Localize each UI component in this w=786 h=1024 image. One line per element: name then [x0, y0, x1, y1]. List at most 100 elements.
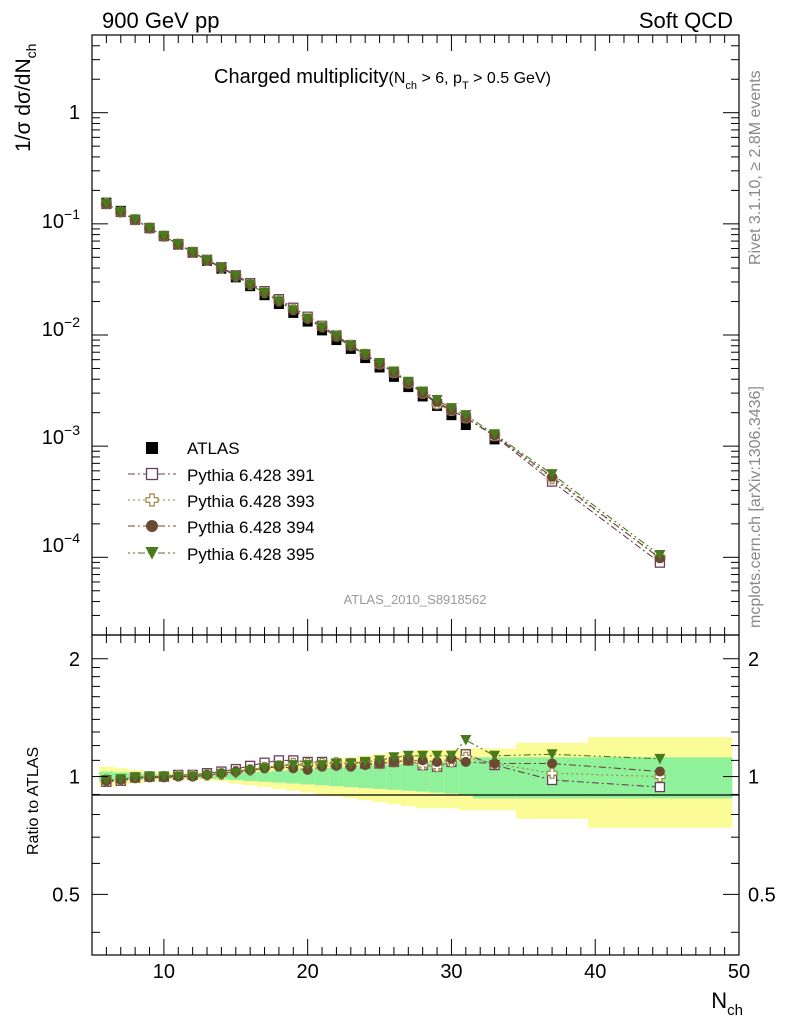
ratio-point-s4	[215, 769, 227, 781]
main-point-s4	[259, 287, 271, 299]
band-inner	[329, 767, 345, 787]
legend: ATLAS Pythia 6.428 391 Pythia 6.428 393 …	[128, 439, 315, 564]
ratio-ylabel: Ratio to ATLAS	[25, 747, 42, 855]
band-inner	[372, 765, 388, 789]
ratio-frame	[91, 634, 740, 956]
main-point-s4	[115, 206, 127, 218]
ratio-point-s4	[445, 750, 457, 762]
band-inner	[242, 772, 258, 781]
ratio-point-s4	[187, 771, 199, 783]
header-right: Soft QCD	[639, 8, 733, 33]
main-point-s4	[330, 331, 342, 342]
main-marks	[100, 197, 666, 568]
ratio-y-tick-labels: 0.5 0.5 1 1 2 2	[52, 649, 776, 907]
ratio-point-s4	[431, 750, 443, 762]
ratio-point-s4	[417, 750, 429, 762]
main-point-s4	[374, 357, 386, 369]
main-point-s4	[417, 386, 429, 398]
ratio-point-s3	[460, 756, 471, 767]
legend-marker-0	[146, 442, 158, 454]
ytick-label-1e-1: 10−1	[42, 206, 80, 233]
legend-label-391: Pythia 6.428 391	[187, 466, 315, 485]
ratio-point-s4	[316, 760, 328, 771]
ratio-point-s3	[489, 758, 500, 769]
main-point-s0	[460, 419, 471, 430]
ratio-xlabel: Nch	[711, 988, 743, 1019]
main-point-s4	[402, 376, 414, 388]
ratio-x-ticks	[91, 635, 740, 955]
main-point-s4	[654, 549, 666, 561]
ratio-point-s3	[654, 766, 665, 777]
band-inner	[314, 768, 330, 786]
ratio-point-s4	[374, 755, 386, 766]
main-point-s4	[215, 263, 227, 274]
chart-title: Charged multiplicity(Nch > 6, pT > 0.5 G…	[214, 66, 551, 92]
ratio-ytick-label-left: 0.5	[52, 884, 80, 906]
ratio-point-s4	[158, 771, 170, 783]
ratio-point-s1	[654, 781, 666, 793]
ratio-bands	[99, 737, 733, 828]
ratio-marks	[100, 735, 666, 793]
ratio-point-s4	[402, 750, 414, 762]
main-y-ticks	[92, 34, 739, 636]
main-point-s4	[460, 410, 472, 421]
main-point-s4	[489, 429, 501, 440]
ratio-ytick-label-right: 2	[748, 649, 759, 671]
main-point-s4	[316, 322, 328, 333]
ytick-label-1: 1	[69, 102, 80, 124]
main-point-s4	[244, 279, 256, 291]
band-inner	[286, 769, 301, 784]
main-point-s4	[144, 223, 156, 234]
main-point-s4	[546, 469, 558, 480]
band-inner	[458, 760, 474, 795]
ytick-label-1e-2: 10−2	[42, 314, 80, 341]
main-point-s4	[388, 366, 400, 377]
main-ylabel: 1/σ dσ/dNch	[12, 44, 39, 152]
main-point-s4	[129, 214, 141, 226]
ratio-point-s4	[259, 763, 271, 774]
band-inner	[444, 761, 460, 794]
ratio-point-s4	[546, 749, 558, 760]
ratio-point-s4	[129, 772, 141, 783]
ratio-xtick-label: 30	[440, 961, 462, 983]
ratio-xtick-label: 10	[153, 961, 175, 983]
ratio-xtick-label: 20	[297, 961, 319, 983]
watermark: ATLAS_2010_S8918562	[344, 592, 487, 607]
legend-label-395: Pythia 6.428 395	[187, 545, 315, 564]
band-inner	[401, 763, 416, 791]
band-inner	[271, 770, 287, 783]
ratio-point-s4	[330, 758, 342, 769]
main-point-s4	[359, 349, 371, 360]
ratio-point-s4	[244, 765, 256, 777]
ratio-point-s4	[144, 771, 156, 783]
main-point-s4	[273, 296, 285, 308]
main-point-s4	[187, 247, 199, 258]
ratio-x-tick-labels: 10 20 30 40 50	[153, 961, 750, 983]
ratio-point-s4	[172, 771, 184, 783]
ratio-point-s2	[546, 767, 558, 779]
ratio-point-s4	[273, 760, 285, 772]
main-panel: 1 10−1 10−2 10−3 10−4 1/σ dσ/dNch Charge…	[12, 34, 740, 636]
legend-label-393: Pythia 6.428 393	[187, 492, 315, 511]
header-left: 900 GeV pp	[102, 8, 219, 33]
legend-marker-1	[145, 467, 159, 481]
legend-label-atlas: ATLAS	[187, 439, 240, 458]
main-point-s4	[230, 271, 242, 282]
band-inner	[257, 771, 273, 782]
ytick-label-1e-3: 10−3	[42, 422, 80, 449]
ratio-point-s3	[547, 758, 558, 769]
ratio-point-s4	[115, 774, 127, 785]
main-point-s4	[172, 239, 184, 250]
legend-marker-2	[145, 493, 159, 507]
ratio-point-s4	[230, 768, 242, 779]
ratio-xtick-label: 40	[584, 961, 606, 983]
main-point-s4	[158, 231, 170, 242]
legend-marker-4	[145, 547, 159, 560]
legend-marker-3	[146, 520, 158, 532]
main-point-s4	[431, 395, 443, 406]
ratio-point-s4	[100, 774, 112, 786]
ratio-ytick-label-right: 0.5	[748, 884, 776, 906]
main-point-s4	[100, 198, 112, 210]
ratio-point-s4	[345, 758, 357, 769]
